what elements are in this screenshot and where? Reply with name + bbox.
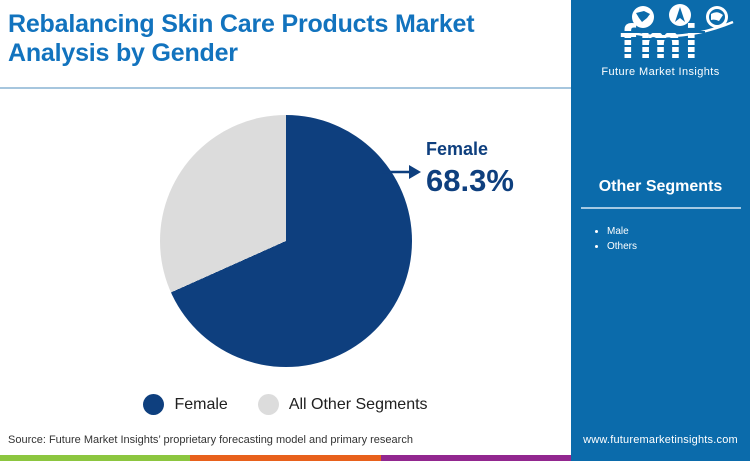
strip-segment-orange <box>190 455 381 461</box>
callout-arrow-icon <box>382 165 421 179</box>
female-swatch-icon <box>143 394 165 415</box>
footer-color-strip <box>0 455 571 461</box>
list-item-male: Male <box>607 224 637 239</box>
other-segments-list: Male Others <box>607 224 637 254</box>
chart-panel: Rebalancing Skin Care Products Market An… <box>0 10 571 461</box>
sidebar-divider <box>581 207 741 209</box>
strip-segment-green <box>0 455 191 461</box>
fmi-logo: fmi Future Market Insights <box>571 0 750 78</box>
pie-chart <box>160 115 412 367</box>
logo-wordmark: fmi <box>616 16 705 69</box>
other-segments-heading: Other Segments <box>598 178 723 195</box>
compass-icon <box>669 4 691 26</box>
logo-subtitle: Future Market Insights <box>601 66 720 78</box>
other-segments-swatch-icon <box>257 394 279 415</box>
legend-item-female: Female <box>143 394 228 415</box>
page-title: Rebalancing Skin Care Products Market An… <box>8 10 475 67</box>
list-item-others: Others <box>607 239 637 254</box>
legend-label: All Other Segments <box>288 395 428 413</box>
chart-legend: Female All Other Segments <box>0 394 571 415</box>
globe-icon <box>706 6 728 28</box>
callout-label: Female <box>426 139 489 159</box>
title-divider <box>0 87 571 89</box>
legend-label: Female <box>174 395 228 413</box>
source-note: Source: Future Market Insights’ propriet… <box>8 434 413 446</box>
website-link[interactable]: www.futuremarketinsights.com <box>583 434 738 446</box>
callout-value: 68.3% <box>426 163 514 198</box>
legend-item-all-other-segments: All Other Segments <box>257 394 428 415</box>
strip-segment-purple <box>380 455 571 461</box>
pie-callout: Female 68.3% <box>426 139 514 199</box>
brand-sidebar: fmi Future Market Insights Other Segment… <box>571 0 750 461</box>
north-america-map-icon <box>632 6 654 28</box>
